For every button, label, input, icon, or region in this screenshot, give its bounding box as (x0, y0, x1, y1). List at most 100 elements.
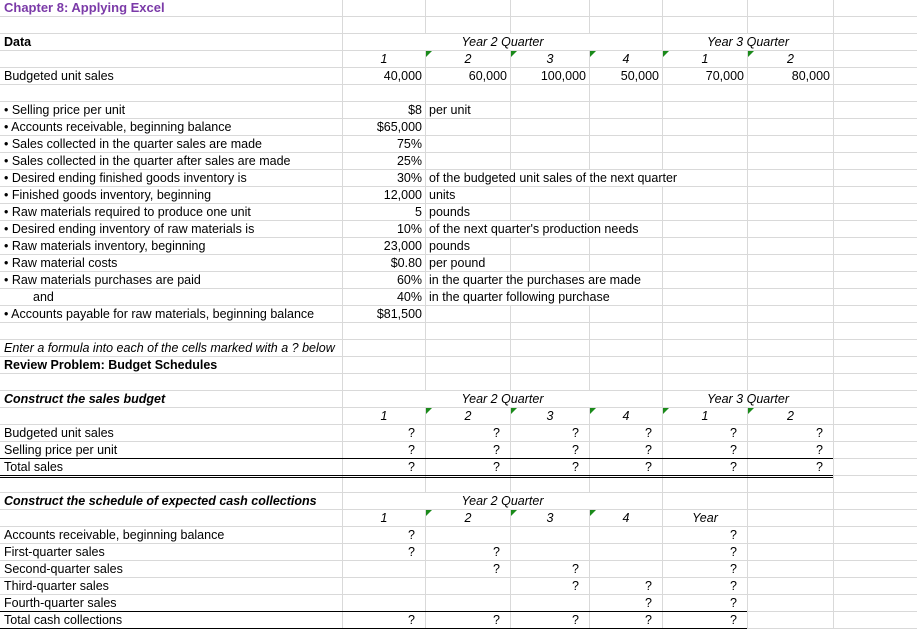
formula-cell[interactable]: ? (730, 460, 737, 474)
assumption-label[interactable]: • Accounts receivable, beginning balance (4, 120, 232, 134)
year3-quarter-header[interactable]: Year 3 Quarter (663, 391, 833, 407)
formula-cell[interactable]: ? (572, 562, 579, 576)
quarter-number[interactable]: 3 (546, 409, 554, 423)
quarter-number[interactable]: 1 (701, 52, 709, 66)
cash-collections-row-label[interactable]: Third-quarter sales (4, 579, 109, 593)
assumption-note[interactable]: of the budgeted unit sales of the next q… (426, 170, 681, 186)
assumption-label[interactable]: • Raw material costs (4, 256, 118, 270)
formula-cell[interactable]: ? (572, 579, 579, 593)
assumption-label[interactable]: • Sales collected in the quarter sales a… (4, 137, 262, 151)
cash-collections-row-label[interactable]: Second-quarter sales (4, 562, 123, 576)
formula-cell[interactable]: ? (493, 613, 500, 627)
review-problem-title[interactable]: Review Problem: Budget Schedules (1, 357, 342, 373)
year2-quarter-header[interactable]: Year 2 Quarter (343, 391, 662, 407)
assumption-note[interactable]: per unit (426, 102, 510, 118)
quarter-number[interactable]: 4 (622, 52, 630, 66)
assumption-label[interactable]: • Sales collected in the quarter after s… (4, 154, 291, 168)
formula-cell[interactable]: ? (730, 596, 737, 610)
formula-cell[interactable]: ? (572, 613, 579, 627)
assumption-value[interactable]: 12,000 (383, 188, 422, 202)
cash-collections-row-label[interactable]: First-quarter sales (4, 545, 105, 559)
formula-cell[interactable]: ? (645, 460, 652, 474)
quarter-number[interactable]: 2 (464, 52, 472, 66)
assumption-note[interactable]: units (426, 187, 510, 203)
instruction-text[interactable]: Enter a formula into each of the cells m… (1, 340, 342, 356)
sales-budget-row-label[interactable]: Total sales (4, 460, 64, 474)
assumption-label[interactable]: • Finished goods inventory, beginning (4, 188, 212, 202)
formula-cell[interactable]: ? (408, 443, 415, 457)
formula-cell[interactable]: ? (645, 426, 652, 440)
assumption-note[interactable]: per pound (426, 255, 510, 271)
formula-cell[interactable]: ? (730, 528, 737, 542)
quarter-number[interactable]: 2 (464, 511, 472, 525)
formula-cell[interactable]: ? (572, 426, 579, 440)
cash-collections-row-label[interactable]: Accounts receivable, beginning balance (4, 528, 225, 542)
formula-cell[interactable]: ? (816, 460, 823, 474)
assumption-value[interactable]: 5 (415, 205, 422, 219)
formula-cell[interactable]: ? (493, 562, 500, 576)
quarter-number[interactable]: 1 (380, 52, 388, 66)
assumption-label[interactable]: • Raw materials purchases are paid (4, 273, 201, 287)
assumption-value[interactable]: $65,000 (376, 120, 422, 134)
assumption-label[interactable]: • Selling price per unit (4, 103, 126, 117)
budgeted-unit-sales-value[interactable]: 40,000 (383, 69, 422, 83)
sheet-title[interactable]: Chapter 8: Applying Excel (1, 0, 342, 16)
budgeted-unit-sales-value[interactable]: 60,000 (468, 69, 507, 83)
formula-cell[interactable]: ? (816, 443, 823, 457)
quarter-number[interactable]: 4 (622, 511, 630, 525)
sales-budget-row-label[interactable]: Budgeted unit sales (4, 426, 114, 440)
year2-quarter-header[interactable]: Year 2 Quarter (343, 493, 662, 509)
formula-cell[interactable]: ? (408, 460, 415, 474)
quarter-number[interactable]: 3 (546, 511, 554, 525)
budgeted-unit-sales-value[interactable]: 100,000 (540, 69, 586, 83)
assumption-value[interactable]: $8 (408, 103, 422, 117)
assumption-value[interactable]: 30% (396, 171, 422, 185)
formula-cell[interactable]: ? (408, 426, 415, 440)
budgeted-unit-sales-value[interactable]: 70,000 (705, 69, 744, 83)
formula-cell[interactable]: ? (730, 426, 737, 440)
formula-cell[interactable]: ? (572, 460, 579, 474)
formula-cell[interactable]: ? (493, 443, 500, 457)
assumption-note[interactable]: of the next quarter's production needs (426, 221, 642, 237)
cash-collections-row-label[interactable]: Total cash collections (4, 613, 123, 627)
cash-collections-row-label[interactable]: Fourth-quarter sales (4, 596, 117, 610)
quarter-number[interactable]: 3 (546, 52, 554, 66)
quarter-number[interactable]: 1 (701, 409, 709, 423)
quarter-number[interactable]: 2 (787, 409, 794, 423)
assumption-label[interactable]: • Raw materials inventory, beginning (4, 239, 206, 253)
formula-cell[interactable]: ? (730, 579, 737, 593)
assumption-value[interactable]: 25% (396, 154, 422, 168)
formula-cell[interactable]: ? (408, 613, 415, 627)
formula-cell[interactable]: ? (408, 545, 415, 559)
formula-cell[interactable]: ? (730, 562, 737, 576)
assumption-value[interactable]: $0.80 (390, 256, 422, 270)
data-heading[interactable]: Data (4, 35, 32, 49)
assumption-value[interactable]: $81,500 (376, 307, 422, 321)
quarter-number[interactable]: 4 (622, 409, 630, 423)
formula-cell[interactable]: ? (730, 613, 737, 627)
formula-cell[interactable]: ? (493, 460, 500, 474)
year-total-header[interactable]: Year (692, 511, 718, 525)
assumption-label[interactable]: • Desired ending finished goods inventor… (4, 171, 247, 185)
quarter-number[interactable]: 1 (380, 511, 388, 525)
formula-cell[interactable]: ? (572, 443, 579, 457)
sales-budget-heading[interactable]: Construct the sales budget (4, 392, 166, 406)
assumption-note[interactable]: pounds (426, 204, 510, 220)
assumption-note[interactable]: pounds (426, 238, 510, 254)
quarter-number[interactable]: 2 (787, 52, 794, 66)
budgeted-unit-sales-value[interactable]: 80,000 (791, 69, 830, 83)
assumption-label[interactable]: and (33, 290, 54, 304)
assumption-value[interactable]: 75% (396, 137, 422, 151)
formula-cell[interactable]: ? (645, 443, 652, 457)
assumption-label[interactable]: • Desired ending inventory of raw materi… (4, 222, 255, 236)
assumption-label[interactable]: • Accounts payable for raw materials, be… (4, 307, 315, 321)
formula-cell[interactable]: ? (730, 443, 737, 457)
assumption-value[interactable]: 10% (396, 222, 422, 236)
budgeted-unit-sales-label[interactable]: Budgeted unit sales (4, 69, 114, 83)
formula-cell[interactable]: ? (645, 596, 652, 610)
sales-budget-row-label[interactable]: Selling price per unit (4, 443, 118, 457)
assumption-value[interactable]: 60% (396, 273, 422, 287)
cash-collections-heading[interactable]: Construct the schedule of expected cash … (4, 494, 317, 508)
formula-cell[interactable]: ? (645, 613, 652, 627)
